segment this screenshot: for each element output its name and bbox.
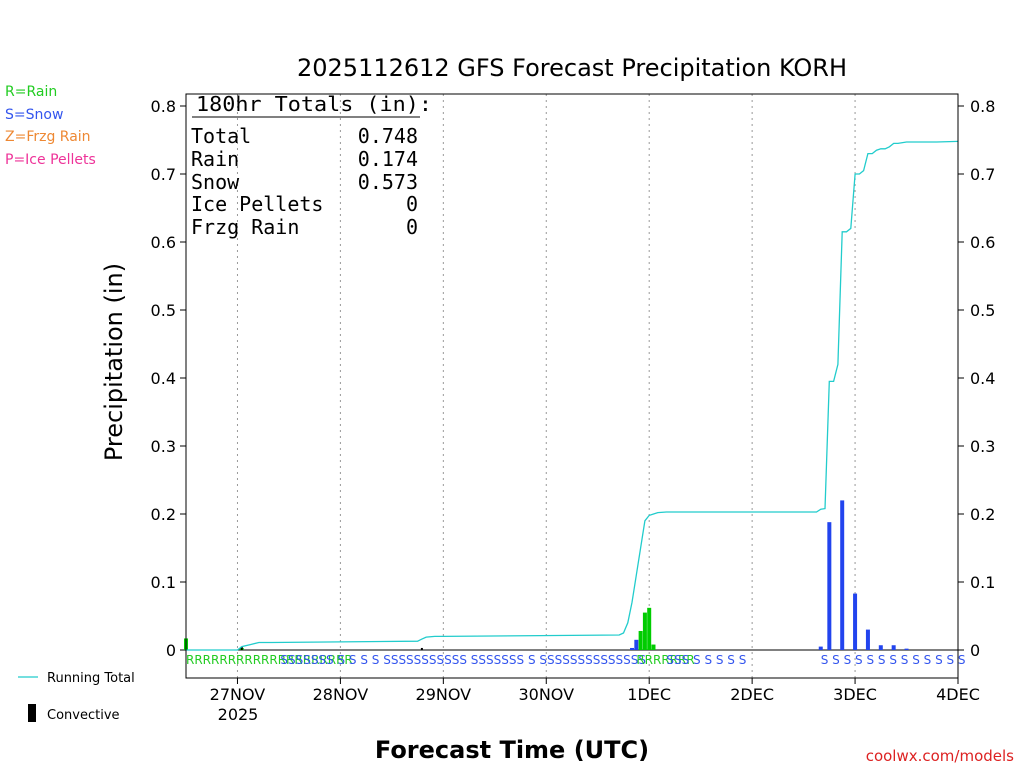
snow-bar bbox=[840, 500, 845, 650]
y-tick-label-right: 0.7 bbox=[970, 165, 995, 184]
y-tick-label-left: 0.7 bbox=[151, 165, 176, 184]
ptype-legend: R=Rain S=Snow Z=Frzg Rain P=Ice Pellets bbox=[5, 84, 96, 168]
y-tick-label-right: 0.4 bbox=[970, 369, 995, 388]
x-tick-label: 1DEC bbox=[627, 685, 671, 704]
totals-total-value: 0.748 bbox=[358, 124, 418, 148]
y-tick-label-left: 0.2 bbox=[151, 505, 176, 524]
y-tick-label-left: 0.5 bbox=[151, 301, 176, 320]
totals-header: 180hr Totals (in): bbox=[196, 92, 432, 116]
x-tick-label: 3DEC bbox=[833, 685, 877, 704]
y-tick-label-left: 0 bbox=[166, 641, 176, 660]
totals-rain-value: 0.174 bbox=[358, 147, 418, 171]
x-axis: 27NOV 28NOV 29NOV 30NOV 1DEC 2DEC 3DEC 4DEC bbox=[210, 678, 980, 704]
plot-frame bbox=[185, 93, 959, 679]
snow-bar bbox=[904, 648, 909, 650]
rain-bar bbox=[642, 612, 647, 650]
ptype-code: SSSSSSS S S S S SSSSSSSSSSS SSSSSSS S SS… bbox=[280, 653, 646, 667]
source-watermark: coolwx.com/models bbox=[866, 747, 1014, 765]
totals-ice-pellets-value: 0 bbox=[406, 192, 418, 216]
x-tick-label: 28NOV bbox=[313, 685, 369, 704]
y-tick-label-right: 0.3 bbox=[970, 437, 995, 456]
vertical-gridlines bbox=[236, 94, 856, 678]
running-total-polyline bbox=[186, 140, 959, 651]
totals-box: 180hr Totals (in): Total 0.748 Rain 0.17… bbox=[191, 92, 432, 239]
line-legend: Running Total Convective bbox=[18, 671, 135, 723]
y-tick-label-left: 0.4 bbox=[151, 369, 176, 388]
year-label: 2025 bbox=[218, 705, 259, 724]
legend-rain: R=Rain bbox=[5, 84, 57, 100]
totals-frzg-rain-value: 0 bbox=[406, 215, 418, 239]
rain-bar bbox=[638, 630, 643, 650]
ptype-code: SSS S S S S S bbox=[666, 653, 746, 667]
y-tick-label-right: 0.5 bbox=[970, 301, 995, 320]
y-tick-label-left: 0.6 bbox=[151, 233, 176, 252]
y-tick-label-right: 0.6 bbox=[970, 233, 995, 252]
snow-bar bbox=[891, 645, 896, 650]
rain-bar bbox=[651, 644, 656, 650]
y-tick-label-right: 0 bbox=[970, 641, 980, 660]
totals-total-label: Total bbox=[191, 124, 251, 148]
x-tick-label: 30NOV bbox=[518, 685, 574, 704]
x-tick-label: 4DEC bbox=[936, 685, 980, 704]
chart-title: 2025112612 GFS Forecast Precipitation KO… bbox=[297, 54, 847, 82]
legend-frzg-rain: Z=Frzg Rain bbox=[5, 129, 91, 145]
legend-snow: S=Snow bbox=[5, 107, 63, 123]
ptype-code: S S S S S S S S S S S S S bbox=[821, 653, 966, 667]
y-axes: 0 00.1 0.10.2 0.20.3 0.30.4 0.40.5 0.50.6 0.60.… bbox=[151, 97, 996, 660]
snow-bar bbox=[827, 522, 832, 650]
snow-bar bbox=[853, 593, 858, 650]
ptype-code: RRRRRRRRRRRRRRRRRRRR bbox=[186, 653, 353, 667]
totals-snow-label: Snow bbox=[191, 170, 240, 194]
snow-bar bbox=[865, 629, 870, 650]
convective-bar bbox=[420, 647, 423, 650]
convective-bar bbox=[240, 646, 243, 650]
running-total-legend-label: Running Total bbox=[47, 671, 135, 686]
precip-bars bbox=[184, 500, 909, 650]
y-tick-label-left: 0.8 bbox=[151, 97, 176, 116]
running-total-line bbox=[186, 140, 959, 651]
totals-frzg-rain-label: Frzg Rain bbox=[191, 215, 299, 239]
snow-bar bbox=[818, 646, 823, 650]
rain-bar bbox=[647, 607, 652, 650]
convective-legend-label: Convective bbox=[47, 708, 120, 723]
snow-bar bbox=[878, 645, 883, 650]
snow-bar bbox=[630, 647, 635, 650]
x-tick-label: 27NOV bbox=[210, 685, 266, 704]
x-tick-label: 29NOV bbox=[416, 685, 472, 704]
y-tick-label-left: 0.1 bbox=[151, 573, 176, 592]
totals-ice-pellets-label: Ice Pellets bbox=[191, 192, 323, 216]
ptype-code: RRRRRRR bbox=[636, 653, 694, 667]
snow-bar bbox=[634, 639, 639, 650]
y-axis-label: Precipitation (in) bbox=[100, 263, 128, 461]
legend-ice-pellets: P=Ice Pellets bbox=[5, 152, 96, 168]
y-tick-label-right: 0.1 bbox=[970, 573, 995, 592]
totals-rain-label: Rain bbox=[191, 147, 239, 171]
y-tick-label-right: 0.2 bbox=[970, 505, 995, 524]
convective-legend-swatch bbox=[28, 704, 36, 722]
x-tick-label: 2DEC bbox=[730, 685, 774, 704]
y-tick-label-right: 0.8 bbox=[970, 97, 995, 116]
y-tick-label-left: 0.3 bbox=[151, 437, 176, 456]
totals-snow-value: 0.573 bbox=[358, 170, 418, 194]
x-axis-label: Forecast Time (UTC) bbox=[375, 736, 649, 764]
